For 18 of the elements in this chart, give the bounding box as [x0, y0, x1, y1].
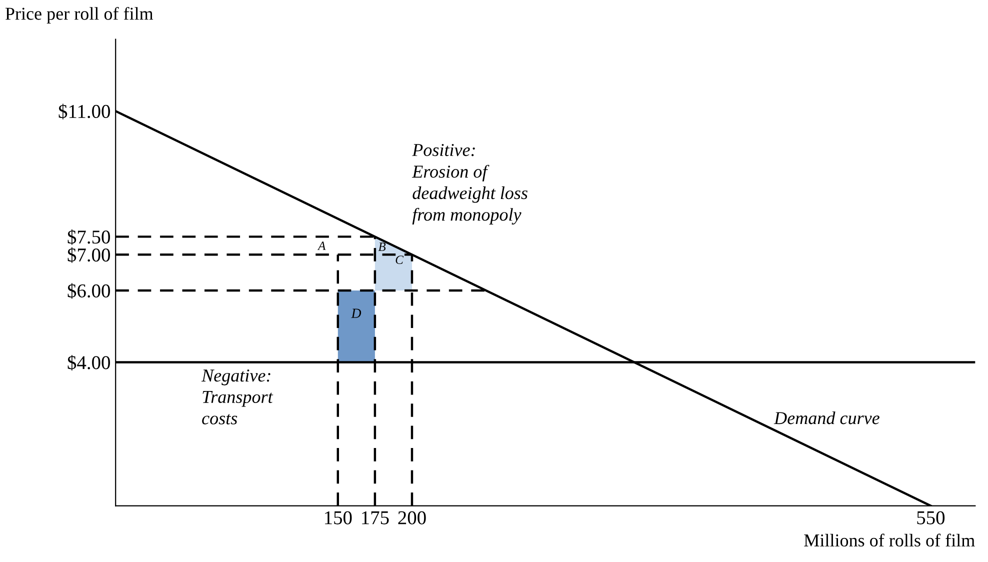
y-tick-label: $11.00 — [58, 104, 110, 120]
annotation: C — [396, 256, 404, 264]
y-tick-label: $7.00 — [68, 247, 110, 263]
y-tick-label: $4.00 — [68, 354, 110, 371]
annotation: Negative: Transport costs — [201, 370, 274, 424]
annotation: B — [378, 242, 386, 251]
annotation: A — [317, 242, 326, 250]
x-tick-label: 150 — [325, 511, 352, 524]
x-tick-label: 200 — [398, 511, 426, 524]
y-tick-label: $6.00 — [68, 283, 110, 299]
annotation: D — [351, 308, 362, 318]
annotation: Positive: Erosion of deadweight loss from monopoly — [412, 144, 528, 224]
series-label: Demand curve — [774, 411, 880, 424]
y-tick-label: $7.50 — [68, 229, 110, 245]
y-axis-title: Price per roll of film — [5, 6, 154, 24]
x-tick-label: 550 — [917, 511, 945, 524]
x-axis-title: Millions of rolls of film — [804, 534, 975, 547]
x-tick-label: 175 — [362, 511, 389, 524]
